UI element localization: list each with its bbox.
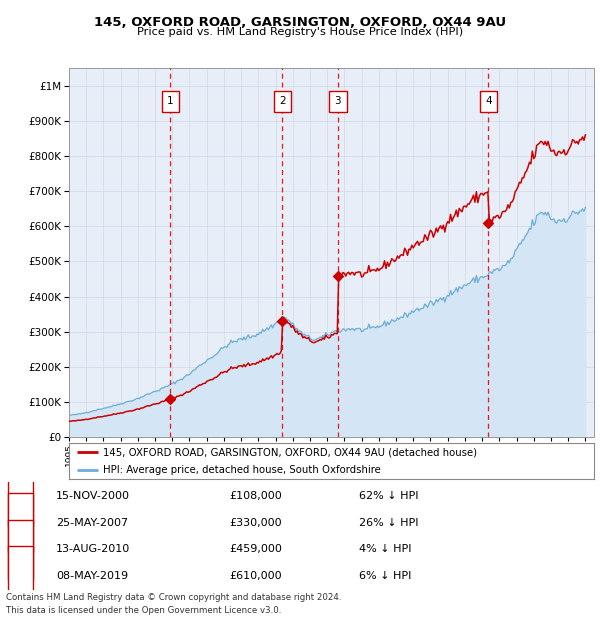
Text: 145, OXFORD ROAD, GARSINGTON, OXFORD, OX44 9AU: 145, OXFORD ROAD, GARSINGTON, OXFORD, OX… [94, 16, 506, 29]
Text: 08-MAY-2019: 08-MAY-2019 [56, 570, 128, 581]
Point [278, 316, 287, 326]
Text: 4: 4 [485, 96, 491, 107]
FancyBboxPatch shape [329, 91, 347, 112]
Text: 4% ↓ HPI: 4% ↓ HPI [359, 544, 412, 554]
Text: 26% ↓ HPI: 26% ↓ HPI [359, 518, 418, 528]
Text: 2: 2 [17, 518, 24, 528]
Text: 1: 1 [167, 96, 173, 107]
Text: 3: 3 [335, 96, 341, 107]
Text: Contains HM Land Registry data © Crown copyright and database right 2024.: Contains HM Land Registry data © Crown c… [6, 593, 341, 602]
FancyBboxPatch shape [8, 494, 33, 552]
FancyBboxPatch shape [161, 91, 179, 112]
Text: 145, OXFORD ROAD, GARSINGTON, OXFORD, OX44 9AU (detached house): 145, OXFORD ROAD, GARSINGTON, OXFORD, OX… [103, 447, 477, 457]
Text: £610,000: £610,000 [229, 570, 282, 581]
Text: This data is licensed under the Open Government Licence v3.0.: This data is licensed under the Open Gov… [6, 606, 281, 616]
FancyBboxPatch shape [8, 520, 33, 578]
Text: 1: 1 [17, 491, 24, 502]
Point [333, 271, 343, 281]
FancyBboxPatch shape [479, 91, 497, 112]
Text: 2: 2 [279, 96, 286, 107]
Text: 13-AUG-2010: 13-AUG-2010 [56, 544, 130, 554]
Text: £330,000: £330,000 [229, 518, 282, 528]
Text: 3: 3 [17, 544, 24, 554]
Text: HPI: Average price, detached house, South Oxfordshire: HPI: Average price, detached house, Sout… [103, 465, 381, 475]
Text: £108,000: £108,000 [229, 491, 282, 502]
Text: 15-NOV-2000: 15-NOV-2000 [56, 491, 130, 502]
Text: 62% ↓ HPI: 62% ↓ HPI [359, 491, 418, 502]
Point [166, 394, 175, 404]
Text: 25-MAY-2007: 25-MAY-2007 [56, 518, 128, 528]
Text: £459,000: £459,000 [229, 544, 283, 554]
FancyBboxPatch shape [274, 91, 291, 112]
Text: 6% ↓ HPI: 6% ↓ HPI [359, 570, 411, 581]
Text: Price paid vs. HM Land Registry's House Price Index (HPI): Price paid vs. HM Land Registry's House … [137, 27, 463, 37]
FancyBboxPatch shape [8, 546, 33, 605]
Point [484, 218, 493, 228]
FancyBboxPatch shape [8, 467, 33, 526]
Text: 4: 4 [17, 570, 24, 581]
